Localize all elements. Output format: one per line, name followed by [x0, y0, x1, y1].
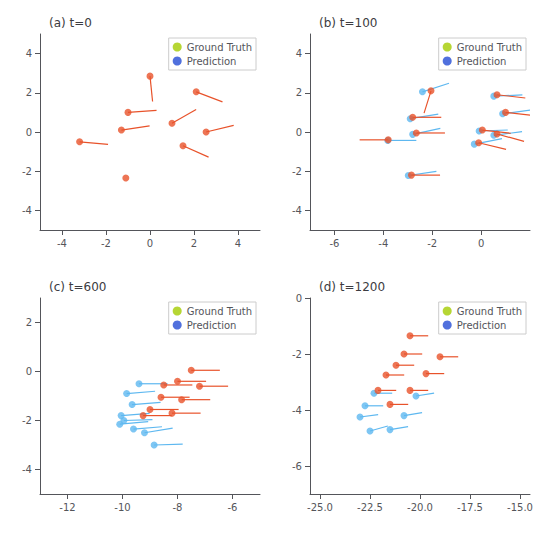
svg-text:-2: -2: [427, 238, 437, 249]
svg-text:-4: -4: [292, 405, 302, 416]
svg-text:Ground Truth: Ground Truth: [457, 306, 522, 317]
svg-text:-2: -2: [292, 349, 302, 360]
svg-text:-12: -12: [59, 502, 75, 513]
svg-text:2: 2: [296, 87, 302, 98]
svg-text:Ground Truth: Ground Truth: [187, 306, 252, 317]
svg-text:-8: -8: [173, 502, 183, 513]
svg-text:-10: -10: [114, 502, 130, 513]
svg-text:-25.0: -25.0: [307, 502, 333, 513]
svg-text:-2: -2: [22, 415, 32, 426]
svg-text:2: 2: [191, 238, 197, 249]
svg-text:4: 4: [26, 48, 32, 59]
svg-text:-6: -6: [292, 461, 302, 472]
svg-text:0: 0: [478, 238, 484, 249]
svg-text:-4: -4: [292, 205, 302, 216]
svg-text:Prediction: Prediction: [457, 320, 507, 331]
svg-text:-2: -2: [22, 166, 32, 177]
svg-text:0: 0: [147, 238, 153, 249]
svg-text:-2: -2: [292, 166, 302, 177]
svg-text:Prediction: Prediction: [187, 56, 237, 67]
svg-text:-6: -6: [329, 238, 339, 249]
svg-text:-17.5: -17.5: [457, 502, 483, 513]
svg-text:4: 4: [296, 48, 302, 59]
svg-text:2: 2: [26, 317, 32, 328]
svg-text:0: 0: [26, 127, 32, 138]
svg-text:Prediction: Prediction: [457, 56, 507, 67]
svg-text:-20.0: -20.0: [407, 502, 433, 513]
svg-text:(b) t=100: (b) t=100: [319, 16, 377, 30]
svg-text:Prediction: Prediction: [187, 320, 237, 331]
svg-text:(a) t=0: (a) t=0: [49, 16, 92, 30]
svg-text:4: 4: [235, 238, 241, 249]
svg-text:0: 0: [26, 366, 32, 377]
svg-text:-4: -4: [378, 238, 388, 249]
svg-text:(c) t=600: (c) t=600: [49, 280, 106, 294]
svg-text:-15.0: -15.0: [507, 502, 533, 513]
svg-text:-4: -4: [22, 205, 32, 216]
svg-text:-2: -2: [101, 238, 111, 249]
svg-text:(d) t=1200: (d) t=1200: [319, 280, 385, 294]
svg-text:0: 0: [296, 293, 302, 304]
svg-text:Ground Truth: Ground Truth: [187, 42, 252, 53]
svg-text:0: 0: [296, 127, 302, 138]
svg-text:-4: -4: [57, 238, 67, 249]
svg-text:2: 2: [26, 87, 32, 98]
svg-text:Ground Truth: Ground Truth: [457, 42, 522, 53]
svg-text:-6: -6: [228, 502, 238, 513]
svg-text:-22.5: -22.5: [357, 502, 383, 513]
svg-text:-4: -4: [22, 464, 32, 475]
